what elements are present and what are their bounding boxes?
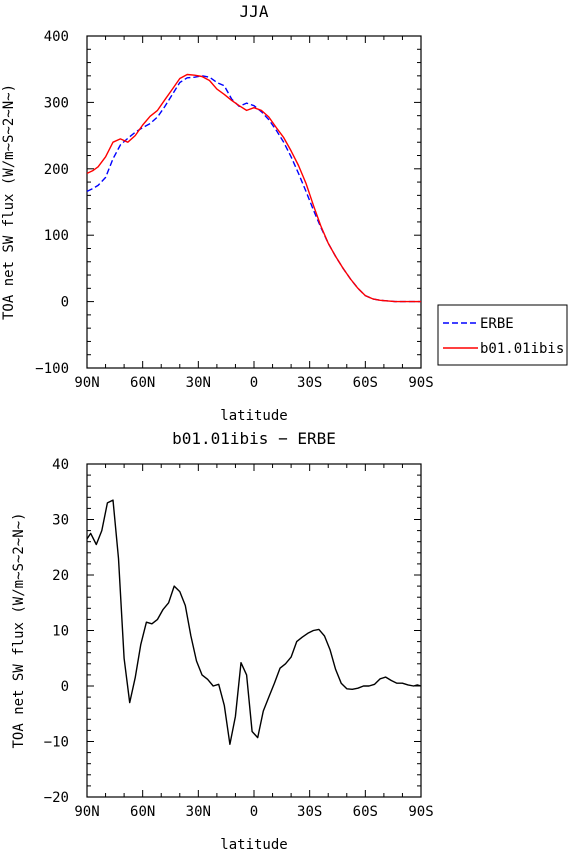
- chart-title: JJA: [240, 2, 269, 21]
- x-tick-label: 60N: [130, 804, 155, 820]
- x-tick-label: 90N: [74, 804, 99, 820]
- legend: ERBE b01.01ibis: [437, 304, 568, 366]
- x-tick-label: 60N: [130, 375, 155, 391]
- x-axis-label: latitude: [220, 408, 287, 424]
- x-tick-label: 30N: [186, 804, 211, 820]
- x-tick-label: 90S: [408, 804, 433, 820]
- series-line-b01-01ibis: [86, 73, 421, 303]
- y-tick-label: −10: [44, 735, 69, 751]
- y-axis-label: TOA net SW flux (W/m~S~2~N~): [1, 84, 17, 320]
- series-line-difference: [86, 499, 422, 745]
- x-tick-label: 30S: [297, 804, 322, 820]
- x-tick-label: 60S: [353, 375, 378, 391]
- y-tick-label: −20: [44, 790, 69, 806]
- plot-frame: [86, 35, 422, 369]
- x-tick-label: 60S: [353, 804, 378, 820]
- legend-label: ERBE: [480, 316, 514, 332]
- y-tick-label: 30: [52, 513, 69, 529]
- x-tick-label: 0: [250, 804, 258, 820]
- chart-title: b01.01ibis − ERBE: [172, 429, 336, 448]
- x-tick-label: 30N: [186, 375, 211, 391]
- y-tick-label: 40: [52, 457, 69, 473]
- chart-2: b01.01ibis − ERBE 90N 60N 30N 0 30S 60S 90S −20 −…: [11, 429, 434, 851]
- chart-1: JJA 90N 60N 30N 0 30S 60S 90S −100 0 100 200 300 400 l…: [1, 2, 568, 424]
- y-tick-label: 0: [61, 295, 69, 311]
- x-tick-label: 90N: [74, 375, 99, 391]
- x-tick-label: 0: [250, 375, 258, 391]
- series-line-erbe: [86, 75, 421, 303]
- y-tick-label: −100: [35, 361, 69, 377]
- legend-box: [437, 304, 568, 366]
- x-axis-label: latitude: [220, 837, 287, 851]
- y-tick-label: 300: [44, 95, 69, 111]
- y-tick-label: 400: [44, 29, 69, 45]
- legend-label: b01.01ibis: [480, 341, 564, 357]
- y-tick-label: 20: [52, 568, 69, 584]
- plot-frame: [86, 463, 422, 798]
- y-tick-label: 10: [52, 624, 69, 640]
- y-axis-label: TOA net SW flux (W/m~S~2~N~): [11, 512, 27, 748]
- y-tick-label: 200: [44, 162, 69, 178]
- y-tick-label: 100: [44, 228, 69, 244]
- y-tick-label: 0: [61, 679, 69, 695]
- x-tick-label: 90S: [408, 375, 433, 391]
- x-tick-label: 30S: [297, 375, 322, 391]
